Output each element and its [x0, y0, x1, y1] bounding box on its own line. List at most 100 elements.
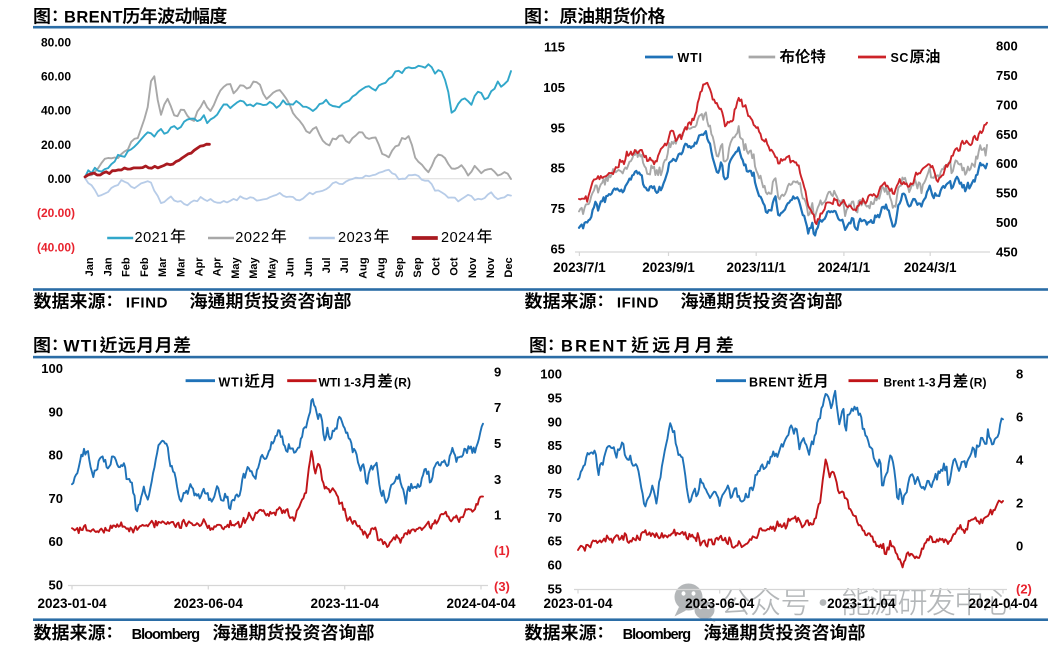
svg-text:(2): (2) — [1016, 582, 1032, 597]
svg-text:BRENT: BRENT — [561, 338, 629, 356]
svg-text:2024-04-04: 2024-04-04 — [968, 596, 1038, 611]
svg-text:Apr: Apr — [212, 257, 224, 277]
svg-text:Dec: Dec — [503, 257, 515, 277]
svg-text:55: 55 — [548, 582, 562, 597]
svg-text:May: May — [266, 257, 278, 279]
svg-text:60: 60 — [548, 558, 562, 573]
svg-text:60.00: 60.00 — [41, 70, 71, 84]
svg-text:100: 100 — [41, 361, 63, 376]
svg-text:(3): (3) — [494, 579, 510, 594]
svg-text:3: 3 — [494, 472, 501, 487]
svg-text:Oct: Oct — [430, 257, 442, 276]
svg-text:Bloomberg: Bloomberg — [132, 627, 200, 643]
svg-text:50: 50 — [49, 578, 63, 593]
svg-text:Jun: Jun — [303, 257, 315, 277]
svg-text:75: 75 — [551, 201, 565, 216]
svg-text:1: 1 — [494, 508, 501, 523]
svg-text:2024-04-04: 2024-04-04 — [446, 596, 516, 611]
svg-text:(1): (1) — [494, 543, 510, 558]
svg-text:60: 60 — [49, 534, 63, 549]
svg-text:600: 600 — [996, 156, 1018, 171]
svg-text:WTI: WTI — [219, 376, 244, 390]
svg-text:85: 85 — [548, 438, 562, 453]
svg-text:2023-11-04: 2023-11-04 — [311, 596, 380, 611]
svg-text:65: 65 — [548, 534, 562, 549]
svg-text:Nov: Nov — [485, 257, 497, 279]
svg-text:IFIND: IFIND — [126, 295, 168, 312]
svg-text:65: 65 — [551, 242, 565, 257]
svg-text:Feb: Feb — [121, 257, 133, 277]
svg-text:0: 0 — [1016, 539, 1023, 554]
svg-text:80: 80 — [548, 462, 562, 477]
svg-text:95: 95 — [551, 120, 565, 135]
svg-text:SC: SC — [891, 51, 909, 65]
svg-text:Feb: Feb — [139, 257, 151, 277]
svg-text:Jul: Jul — [321, 257, 333, 273]
svg-text:115: 115 — [544, 40, 565, 55]
svg-text:40.00: 40.00 — [41, 104, 71, 118]
svg-text:Aug: Aug — [358, 257, 370, 278]
svg-text:105: 105 — [543, 80, 565, 95]
svg-text:95: 95 — [548, 390, 562, 405]
svg-text:5: 5 — [494, 436, 501, 451]
svg-text:90: 90 — [548, 414, 562, 429]
svg-text:2022: 2022 — [235, 230, 269, 246]
svg-text:70: 70 — [49, 491, 63, 506]
svg-text:750: 750 — [996, 68, 1018, 83]
svg-text:7: 7 — [494, 400, 501, 415]
svg-text:2023/11/1: 2023/11/1 — [727, 260, 787, 275]
svg-text:80.00: 80.00 — [41, 35, 71, 49]
svg-text:9: 9 — [494, 365, 501, 380]
svg-text:2024/3/1: 2024/3/1 — [904, 260, 957, 275]
svg-text:0.00: 0.00 — [48, 172, 72, 186]
svg-text:2021: 2021 — [135, 230, 169, 246]
svg-text:90: 90 — [49, 404, 63, 419]
svg-text:6: 6 — [1016, 410, 1023, 425]
svg-text:May: May — [230, 257, 242, 279]
svg-text:70: 70 — [548, 510, 562, 525]
svg-text:2023/7/1: 2023/7/1 — [553, 260, 606, 275]
svg-text:2023-01-04: 2023-01-04 — [543, 596, 613, 611]
svg-text:(20.00): (20.00) — [37, 206, 75, 220]
svg-text:2023-01-04: 2023-01-04 — [37, 596, 107, 611]
svg-text:20.00: 20.00 — [41, 138, 71, 152]
svg-text:IFIND: IFIND — [617, 295, 659, 312]
svg-text:Oct: Oct — [449, 257, 461, 276]
svg-text:Jun: Jun — [285, 257, 297, 277]
svg-text:Mar: Mar — [175, 257, 187, 277]
svg-text:2024/1/1: 2024/1/1 — [818, 260, 871, 275]
svg-text:2023-06-04: 2023-06-04 — [685, 596, 755, 611]
svg-text:2: 2 — [1016, 496, 1023, 511]
svg-text:Jan: Jan — [102, 257, 114, 276]
svg-text:BRENT: BRENT — [64, 9, 123, 27]
svg-text:800: 800 — [996, 39, 1018, 54]
svg-text:700: 700 — [996, 97, 1018, 112]
svg-text:Nov: Nov — [467, 257, 479, 279]
svg-text:550: 550 — [996, 186, 1018, 201]
svg-text:Brent 1-3: Brent 1-3 — [884, 376, 936, 390]
svg-text:BRENT: BRENT — [749, 376, 795, 390]
svg-text:Apr: Apr — [194, 257, 206, 277]
svg-text:Mar: Mar — [157, 257, 169, 277]
svg-text:Aug: Aug — [376, 257, 388, 278]
svg-text:4: 4 — [1016, 453, 1024, 468]
svg-text:75: 75 — [548, 486, 562, 501]
svg-text:WTI: WTI — [64, 337, 99, 356]
svg-text:(R): (R) — [394, 376, 411, 390]
svg-text:Jan: Jan — [84, 257, 96, 276]
svg-text:80: 80 — [49, 448, 63, 463]
svg-text:8: 8 — [1016, 367, 1023, 382]
svg-text:500: 500 — [996, 215, 1018, 230]
svg-text:450: 450 — [996, 245, 1018, 260]
svg-text:(40.00): (40.00) — [37, 240, 75, 254]
svg-text:Sep: Sep — [394, 257, 406, 277]
svg-text:WTI 1-3: WTI 1-3 — [319, 376, 362, 390]
svg-text:650: 650 — [996, 127, 1018, 142]
svg-text:2024: 2024 — [441, 230, 475, 246]
svg-text:85: 85 — [551, 161, 565, 176]
svg-text:2023-11-04: 2023-11-04 — [827, 596, 896, 611]
svg-text:2023: 2023 — [338, 230, 372, 246]
svg-text:100: 100 — [540, 367, 562, 382]
svg-text:May: May — [248, 257, 260, 279]
svg-text:(R): (R) — [970, 376, 987, 390]
